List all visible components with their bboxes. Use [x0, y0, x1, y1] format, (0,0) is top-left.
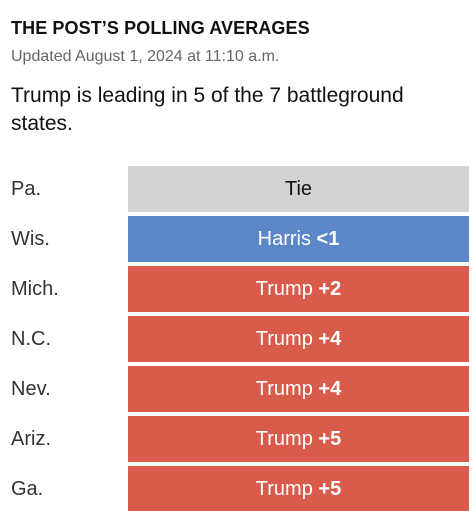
state-label: Mich. [11, 278, 59, 300]
state-row: N.C. Trump +4 [0, 316, 474, 362]
margin-value: <1 [316, 228, 340, 250]
leader-name: Trump [255, 428, 313, 450]
state-label: Ariz. [11, 428, 51, 450]
margin-bar-trump: Trump +4 [128, 366, 469, 412]
margin-value: +5 [318, 428, 342, 450]
margin-bar-trump: Trump +5 [128, 416, 469, 462]
state-row: Wis. Harris <1 [0, 216, 474, 262]
state-rows: Pa. Tie Wis. Harris <1 Mich. Trump +2 N.C. Trum… [0, 166, 474, 511]
state-row: Ariz. Trump +5 [0, 416, 474, 462]
margin-bar-harris: Harris <1 [128, 216, 469, 262]
state-label: Ga. [11, 478, 44, 500]
leader-name: Harris [257, 228, 311, 250]
state-row: Nev. Trump +4 [0, 366, 474, 412]
margin-bar-trump: Trump +4 [128, 316, 469, 362]
leader-name: Tie [284, 178, 313, 200]
margin-bar-tie: Tie [128, 166, 469, 212]
leader-name: Trump [255, 278, 313, 300]
margin-bar-trump: Trump +5 [128, 466, 469, 511]
state-row: Ga. Trump +5 [0, 466, 474, 511]
leader-name: Trump [255, 328, 313, 350]
margin-value: +5 [318, 478, 342, 500]
margin-value: +4 [318, 378, 342, 400]
state-label: Pa. [11, 178, 42, 200]
margin-bar-trump: Trump +2 [128, 266, 469, 312]
margin-value: +4 [318, 328, 342, 350]
updated-timestamp: Updated August 1, 2024 at 11:10 a.m. [11, 48, 280, 65]
leader-name: Trump [255, 378, 313, 400]
kicker-title: THE POST’S POLLING AVERAGES [11, 18, 310, 38]
leader-name: Trump [255, 478, 313, 500]
state-label: Nev. [11, 378, 51, 400]
state-row: Mich. Trump +2 [0, 266, 474, 312]
margin-value: +2 [318, 278, 342, 300]
state-row: Pa. Tie [0, 166, 474, 212]
state-label: N.C. [11, 328, 51, 350]
state-label: Wis. [11, 228, 50, 250]
headline: Trump is leading in 5 of the 7 battlegro… [11, 84, 404, 135]
